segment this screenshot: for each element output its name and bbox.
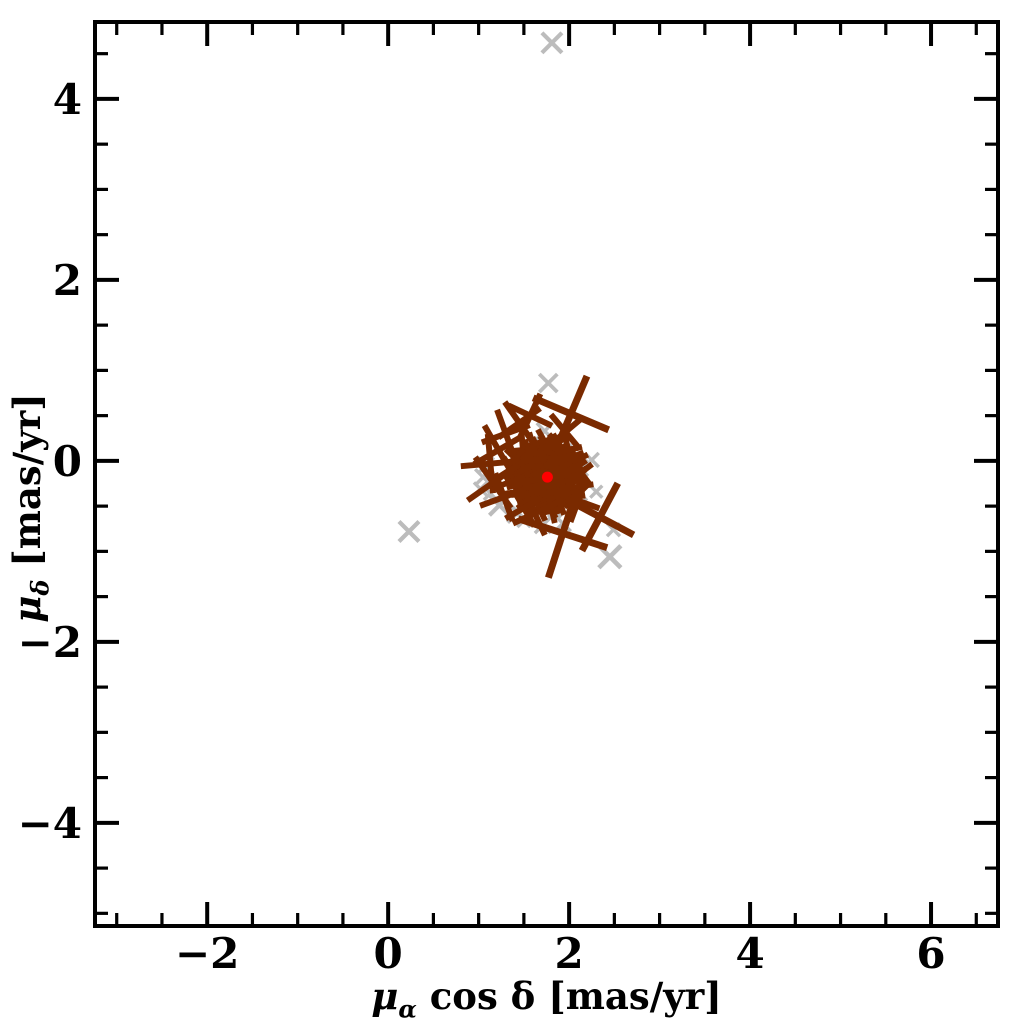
y-tick-label: 0 <box>53 437 82 486</box>
field-star-marker <box>397 519 421 543</box>
x-axis-label-sub: α <box>398 994 417 1024</box>
plot-frame <box>93 20 1000 928</box>
cluster-member-marker <box>555 478 601 523</box>
x-tick-label: 2 <box>555 929 584 978</box>
y-tick-label: 2 <box>53 256 82 305</box>
x-tick-label: 0 <box>374 929 403 978</box>
x-axis-label: μα cos δ [mas/yr] <box>95 974 998 1021</box>
y-tick-label: 4 <box>53 75 82 124</box>
x-tick-label: 4 <box>735 929 764 978</box>
cluster-member-marker <box>472 424 525 477</box>
cluster-member-marker <box>564 481 636 553</box>
y-tick-label: −2 <box>18 618 82 667</box>
y-axis-label-mu: μ <box>5 595 49 623</box>
cluster-mean-dot <box>541 471 553 483</box>
field-star-marker <box>540 31 564 55</box>
cluster-member-marker <box>538 497 565 524</box>
x-axis-label-rest: cos δ [mas/yr] <box>429 974 722 1018</box>
x-tick-label: −2 <box>175 929 239 978</box>
x-axis-label-mu: μ <box>371 974 399 1018</box>
field-star-marker <box>537 372 559 394</box>
y-axis-label: μδ [mas/yr] <box>5 393 54 623</box>
x-tick-label: 6 <box>916 929 945 978</box>
y-axis-label-rest: [mas/yr] <box>5 393 49 567</box>
y-tick-label: −4 <box>18 799 82 848</box>
cluster-member-marker <box>531 374 611 453</box>
y-axis-label-sub: δ <box>25 579 55 596</box>
field-star-marker <box>589 484 604 499</box>
